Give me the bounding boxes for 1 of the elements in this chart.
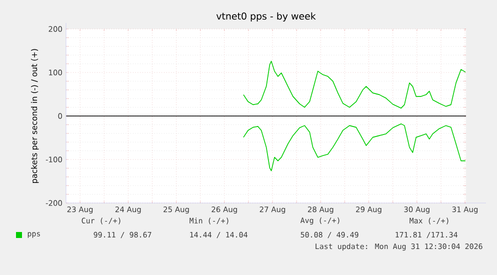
chart-title: vtnet0 pps - by week (216, 12, 316, 22)
